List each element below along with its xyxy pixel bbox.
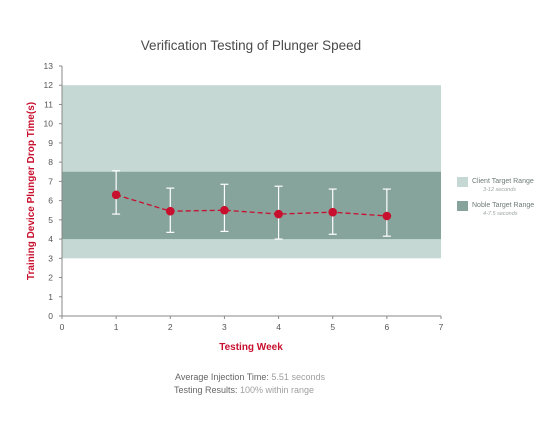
- x-axis-label: Testing Week: [219, 342, 283, 353]
- data-point: [274, 209, 283, 219]
- legend-swatch-client: [457, 177, 468, 187]
- legend-label-noble: Noble Target Range: [472, 202, 534, 209]
- chart-title: Verification Testing of Plunger Speed: [141, 38, 361, 53]
- summary-line-1: Average Injection Time: 5.51 seconds: [175, 372, 325, 382]
- summary-average-value: 5.51 seconds: [271, 372, 325, 382]
- y-tick-label: 8: [48, 157, 53, 167]
- legend-sublabel-client: 3-12 seconds: [483, 187, 516, 193]
- y-tick-label: 11: [44, 99, 53, 109]
- y-tick-label: 12: [44, 80, 54, 90]
- summary-results-label: Testing Results:: [174, 385, 238, 395]
- data-point: [111, 190, 121, 200]
- legend-swatch-noble: [457, 201, 468, 211]
- legend: Client Target Range 3-12 seconds Noble T…: [457, 177, 534, 217]
- y-tick-label: 9: [48, 138, 53, 148]
- y-tick-label: 4: [48, 234, 53, 244]
- x-tick-label: 2: [168, 322, 173, 332]
- summary: Average Injection Time: 5.51 seconds Tes…: [174, 372, 326, 395]
- y-tick-label: 3: [48, 253, 53, 263]
- y-tick-label: 1: [48, 292, 53, 302]
- band-noble-target-range: [62, 171, 441, 240]
- y-tick-label: 2: [48, 273, 53, 283]
- x-tick-label: 4: [276, 322, 281, 332]
- y-tick-label: 0: [48, 311, 53, 321]
- summary-average-label: Average Injection Time:: [175, 372, 269, 382]
- y-tick-label: 13: [44, 61, 54, 71]
- x-tick-label: 1: [114, 322, 119, 332]
- y-tick-label: 7: [48, 176, 53, 186]
- x-tick-label: 5: [330, 322, 335, 332]
- data-point: [220, 205, 229, 215]
- x-tick-label: 6: [384, 322, 389, 332]
- y-axis-label: Training Device Plunger Drop Time(s): [26, 102, 37, 280]
- series-line: [115, 194, 387, 217]
- data-point: [328, 207, 338, 217]
- x-tick-label: 7: [439, 322, 444, 332]
- y-tick-label: 10: [44, 119, 54, 129]
- legend-label-client: Client Target Range: [472, 178, 534, 185]
- summary-results-value: 100% within range: [240, 385, 314, 395]
- x-tick-label: 0: [60, 322, 65, 332]
- series: [111, 170, 392, 240]
- y-tick-label: 6: [48, 196, 53, 206]
- y-tick-label: 5: [48, 215, 53, 225]
- x-tick-label: 3: [222, 322, 227, 332]
- legend-sublabel-noble: 4-7.5 seconds: [483, 211, 518, 217]
- summary-line-2: Testing Results: 100% within range: [174, 385, 314, 395]
- data-point: [165, 206, 175, 216]
- target-bands: [62, 85, 441, 259]
- data-point: [382, 211, 392, 221]
